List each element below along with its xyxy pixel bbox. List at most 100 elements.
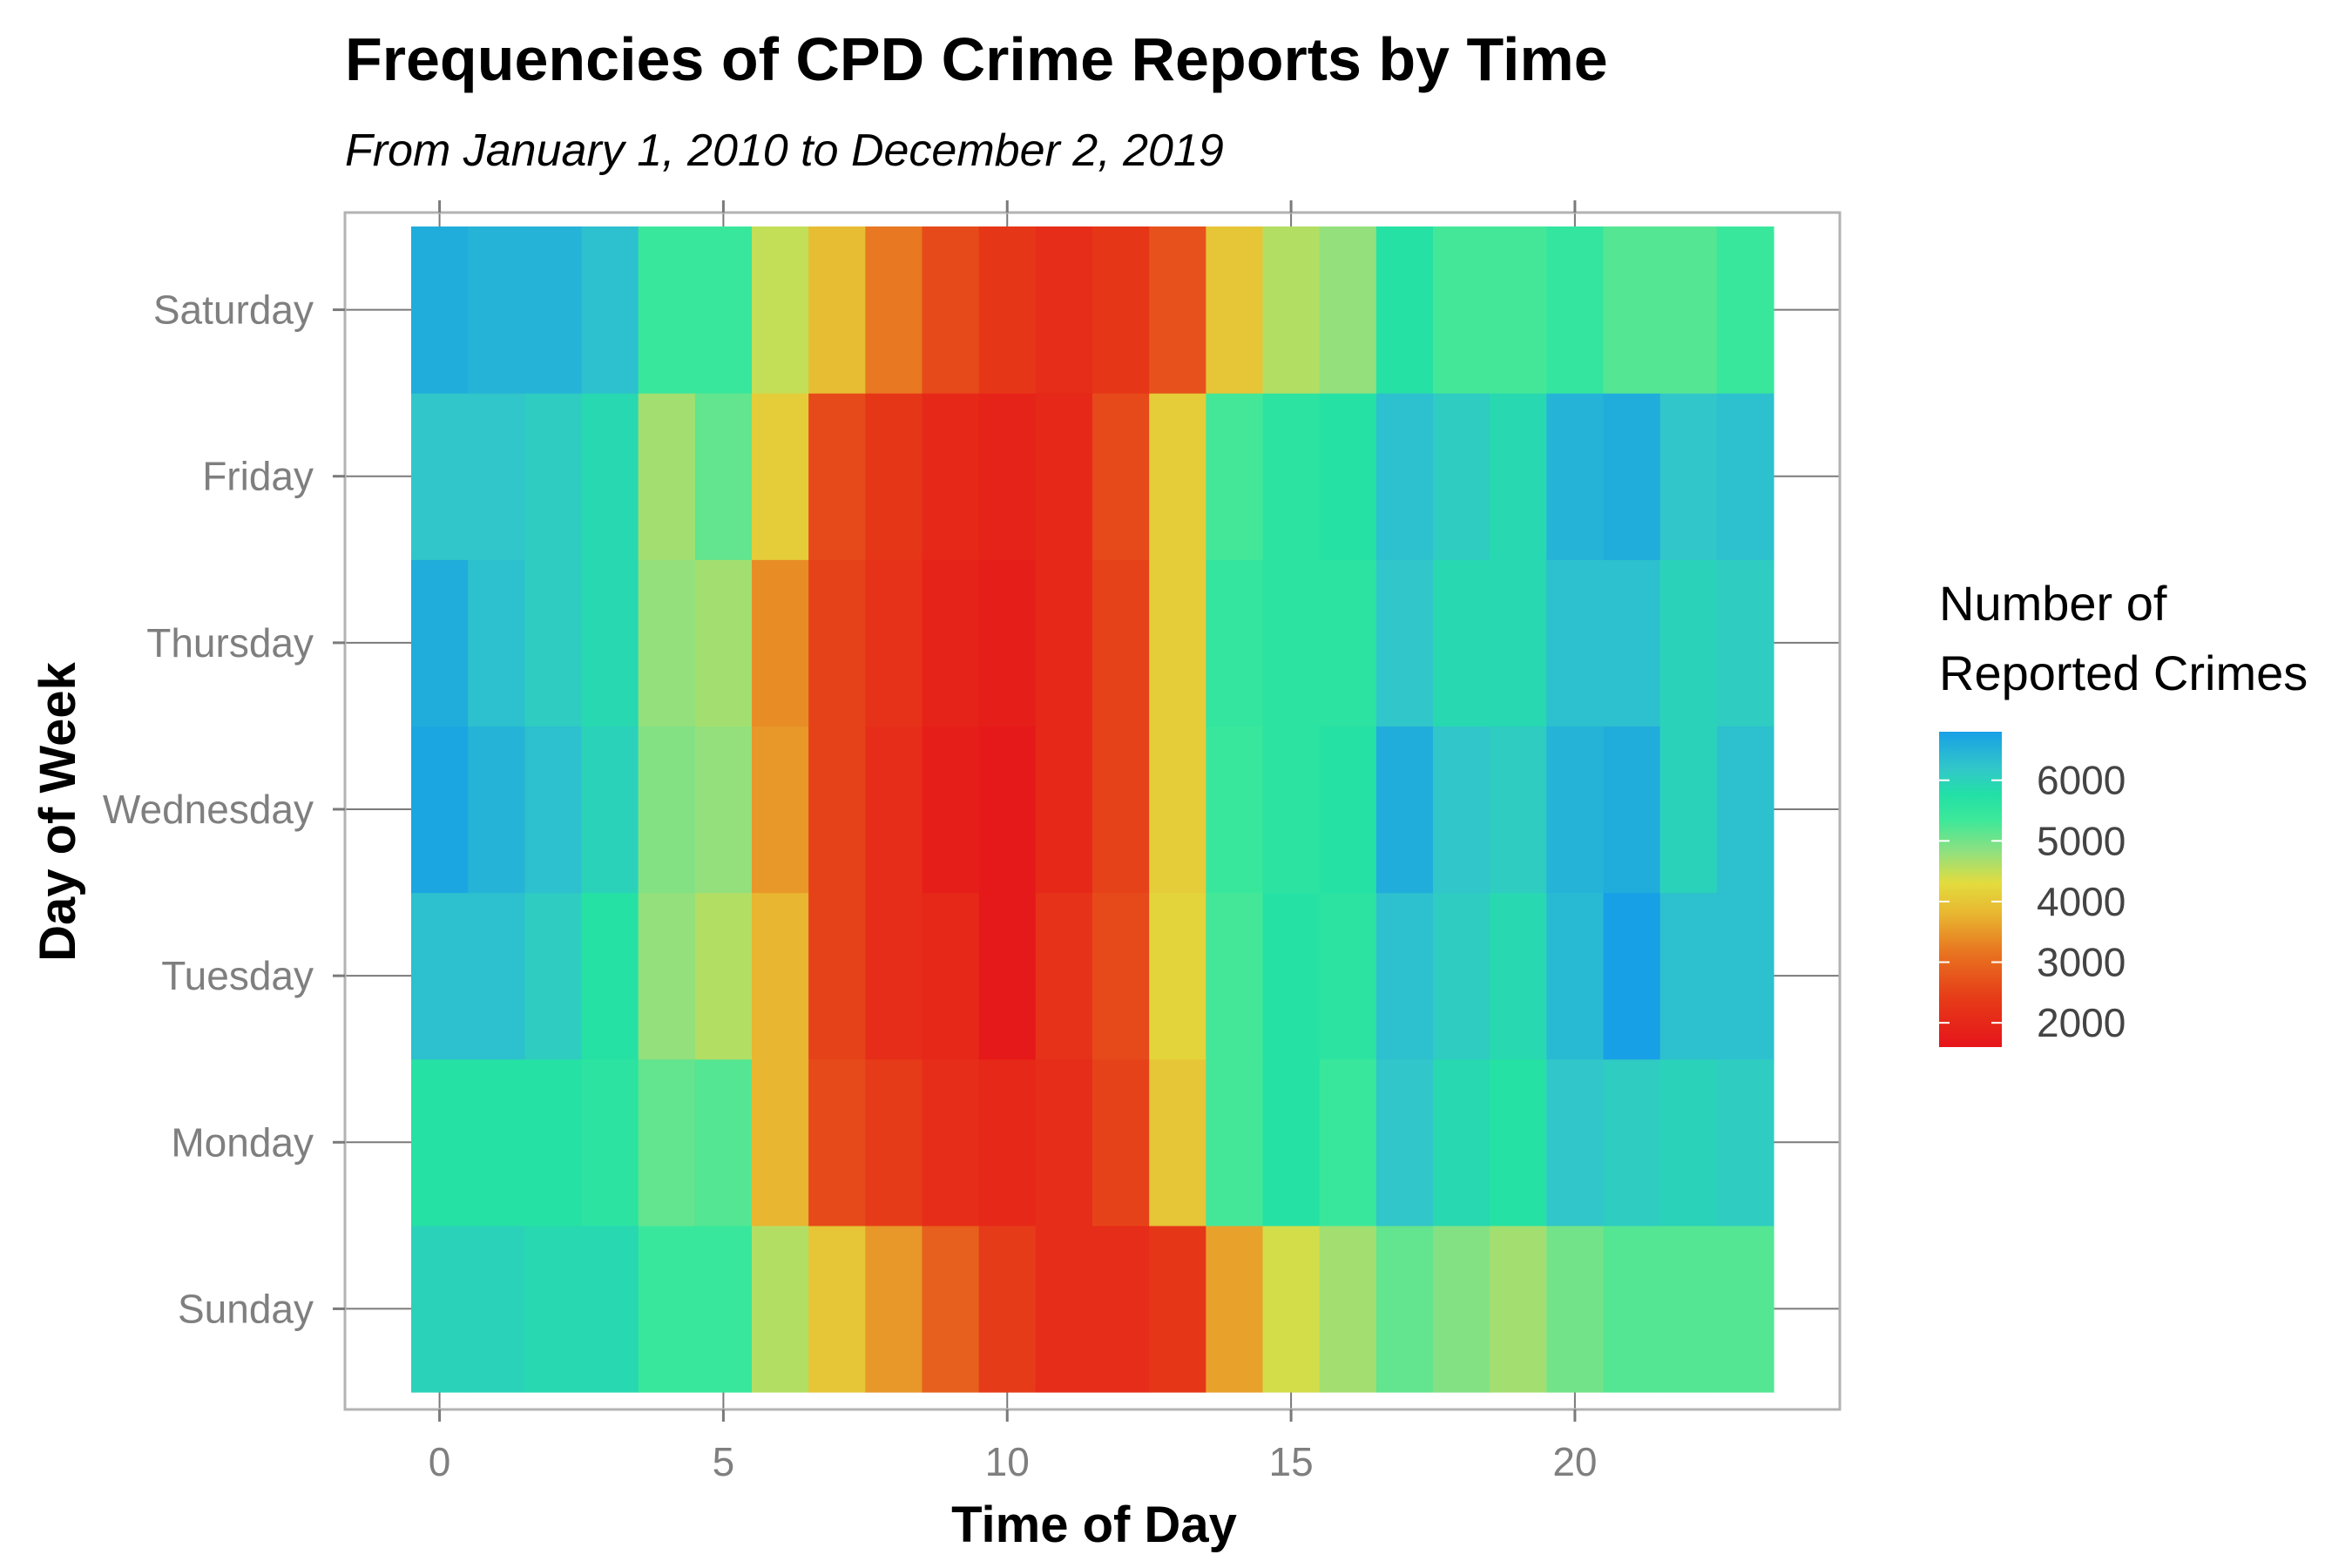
heatmap-cell xyxy=(1490,1058,1547,1227)
heatmap-cell xyxy=(1206,393,1264,560)
heatmap-cell xyxy=(638,1058,696,1227)
heatmap-cell xyxy=(922,726,980,894)
heatmap-cell xyxy=(865,559,923,727)
legend-title-line-2: Reported Crimes xyxy=(1939,645,2308,700)
heatmap-cell xyxy=(1149,892,1206,1060)
x-axis-tick-label: 10 xyxy=(985,1439,1030,1484)
heatmap-cell xyxy=(752,1225,809,1393)
heatmap-cell xyxy=(865,892,923,1060)
heatmap-cell xyxy=(694,226,753,394)
heatmap-cell xyxy=(411,1225,469,1393)
heatmap-cell xyxy=(524,393,583,560)
heatmap-cell xyxy=(694,559,753,727)
x-axis-tick-label: 5 xyxy=(713,1439,735,1484)
heatmap-cell xyxy=(1262,1058,1321,1227)
heatmap-cell xyxy=(865,226,923,394)
heatmap-cell xyxy=(1433,559,1490,727)
heatmap-cell xyxy=(581,559,639,727)
heatmap-cell xyxy=(638,393,696,560)
heatmap-cell xyxy=(411,393,469,560)
heatmap-cell xyxy=(1546,1058,1605,1227)
heatmap-cell xyxy=(1092,393,1150,560)
heatmap-cell xyxy=(1149,393,1206,560)
heatmap-cell xyxy=(1092,559,1150,727)
heatmap-cell xyxy=(808,892,866,1060)
heatmap-cell xyxy=(1206,1058,1264,1227)
heatmap-cell xyxy=(1092,1225,1150,1393)
heatmap-cell xyxy=(1035,1058,1093,1227)
heatmap-cell xyxy=(581,226,639,394)
heatmap-cell xyxy=(638,226,696,394)
heatmap-cell xyxy=(1659,726,1718,894)
y-axis-tick-label: Friday xyxy=(202,454,314,499)
heatmap-cell xyxy=(1490,1225,1547,1393)
heatmap-cells xyxy=(411,226,1774,1393)
axis-ticks xyxy=(333,200,1577,1422)
heatmap-cell xyxy=(978,1058,1037,1227)
heatmap-cell xyxy=(1433,726,1490,894)
legend-tick-label: 2000 xyxy=(2037,1000,2126,1045)
heatmap-cell xyxy=(1716,393,1774,560)
heatmap-cell xyxy=(694,393,753,560)
heatmap-cell xyxy=(752,559,809,727)
heatmap-cell xyxy=(1546,892,1605,1060)
heatmap-cell xyxy=(1433,1058,1490,1227)
heatmap-cell xyxy=(808,726,866,894)
heatmap-cell xyxy=(922,393,980,560)
y-axis-tick-labels: Sunday Monday Tuesday Wednesday Thursday Frid… xyxy=(103,287,314,1332)
heatmap-cell xyxy=(524,892,583,1060)
heatmap-cell xyxy=(1319,1058,1377,1227)
heatmap-cell xyxy=(1092,1058,1150,1227)
y-axis-title: Day of Week xyxy=(30,661,86,962)
heatmap-cell xyxy=(1433,1225,1490,1393)
heatmap-cell xyxy=(1149,1058,1206,1227)
heatmap-cell xyxy=(638,892,696,1060)
heatmap-cell xyxy=(1716,892,1774,1060)
heatmap-cell xyxy=(1490,726,1547,894)
heatmap-cell xyxy=(1262,726,1321,894)
legend-colorbar xyxy=(1939,732,2002,1047)
heatmap-cell xyxy=(808,393,866,560)
heatmap-cell xyxy=(468,726,525,894)
y-axis-tick-label: Sunday xyxy=(178,1286,314,1331)
heatmap-cell xyxy=(524,1225,583,1393)
heatmap-cell xyxy=(1716,1225,1774,1393)
heatmap-cell xyxy=(694,1058,753,1227)
heatmap-cell xyxy=(865,726,923,894)
heatmap-cell xyxy=(1035,393,1093,560)
heatmap-cell xyxy=(1490,226,1547,394)
heatmap-cell xyxy=(1092,892,1150,1060)
heatmap-cell xyxy=(1375,226,1434,394)
heatmap-cell xyxy=(1716,226,1774,394)
legend-tick-label: 5000 xyxy=(2037,818,2126,863)
heatmap-cell xyxy=(808,559,866,727)
x-axis-title: Time of Day xyxy=(951,1497,1237,1553)
heatmap-cell xyxy=(1433,892,1490,1060)
heatmap-cell xyxy=(1490,393,1547,560)
heatmap-cell xyxy=(1603,1058,1661,1227)
heatmap-cell xyxy=(524,559,583,727)
heatmap-cell xyxy=(1319,1225,1377,1393)
heatmap-cell xyxy=(468,393,525,560)
heatmap-cell xyxy=(1603,226,1661,394)
heatmap-cell xyxy=(1546,726,1605,894)
heatmap-cell xyxy=(1319,393,1377,560)
heatmap-cell xyxy=(1262,393,1321,560)
heatmap-cell xyxy=(1035,559,1093,727)
x-axis-tick-label: 0 xyxy=(429,1439,451,1484)
heatmap-cell xyxy=(1149,1225,1206,1393)
y-axis-tick-label: Monday xyxy=(171,1119,314,1165)
heatmap-cell xyxy=(752,226,809,394)
heatmap-cell xyxy=(922,1225,980,1393)
heatmap-cell xyxy=(752,1058,809,1227)
chart-title: Frequencies of CPD Crime Reports by Time xyxy=(345,25,1608,93)
heatmap-cell xyxy=(922,1058,980,1227)
heatmap-cell xyxy=(1092,226,1150,394)
heatmap-cell xyxy=(1546,559,1605,727)
heatmap-cell xyxy=(1490,559,1547,727)
heatmap-cell xyxy=(1035,726,1093,894)
heatmap-cell xyxy=(468,892,525,1060)
heatmap-cell xyxy=(978,393,1037,560)
heatmap-cell xyxy=(1262,892,1321,1060)
